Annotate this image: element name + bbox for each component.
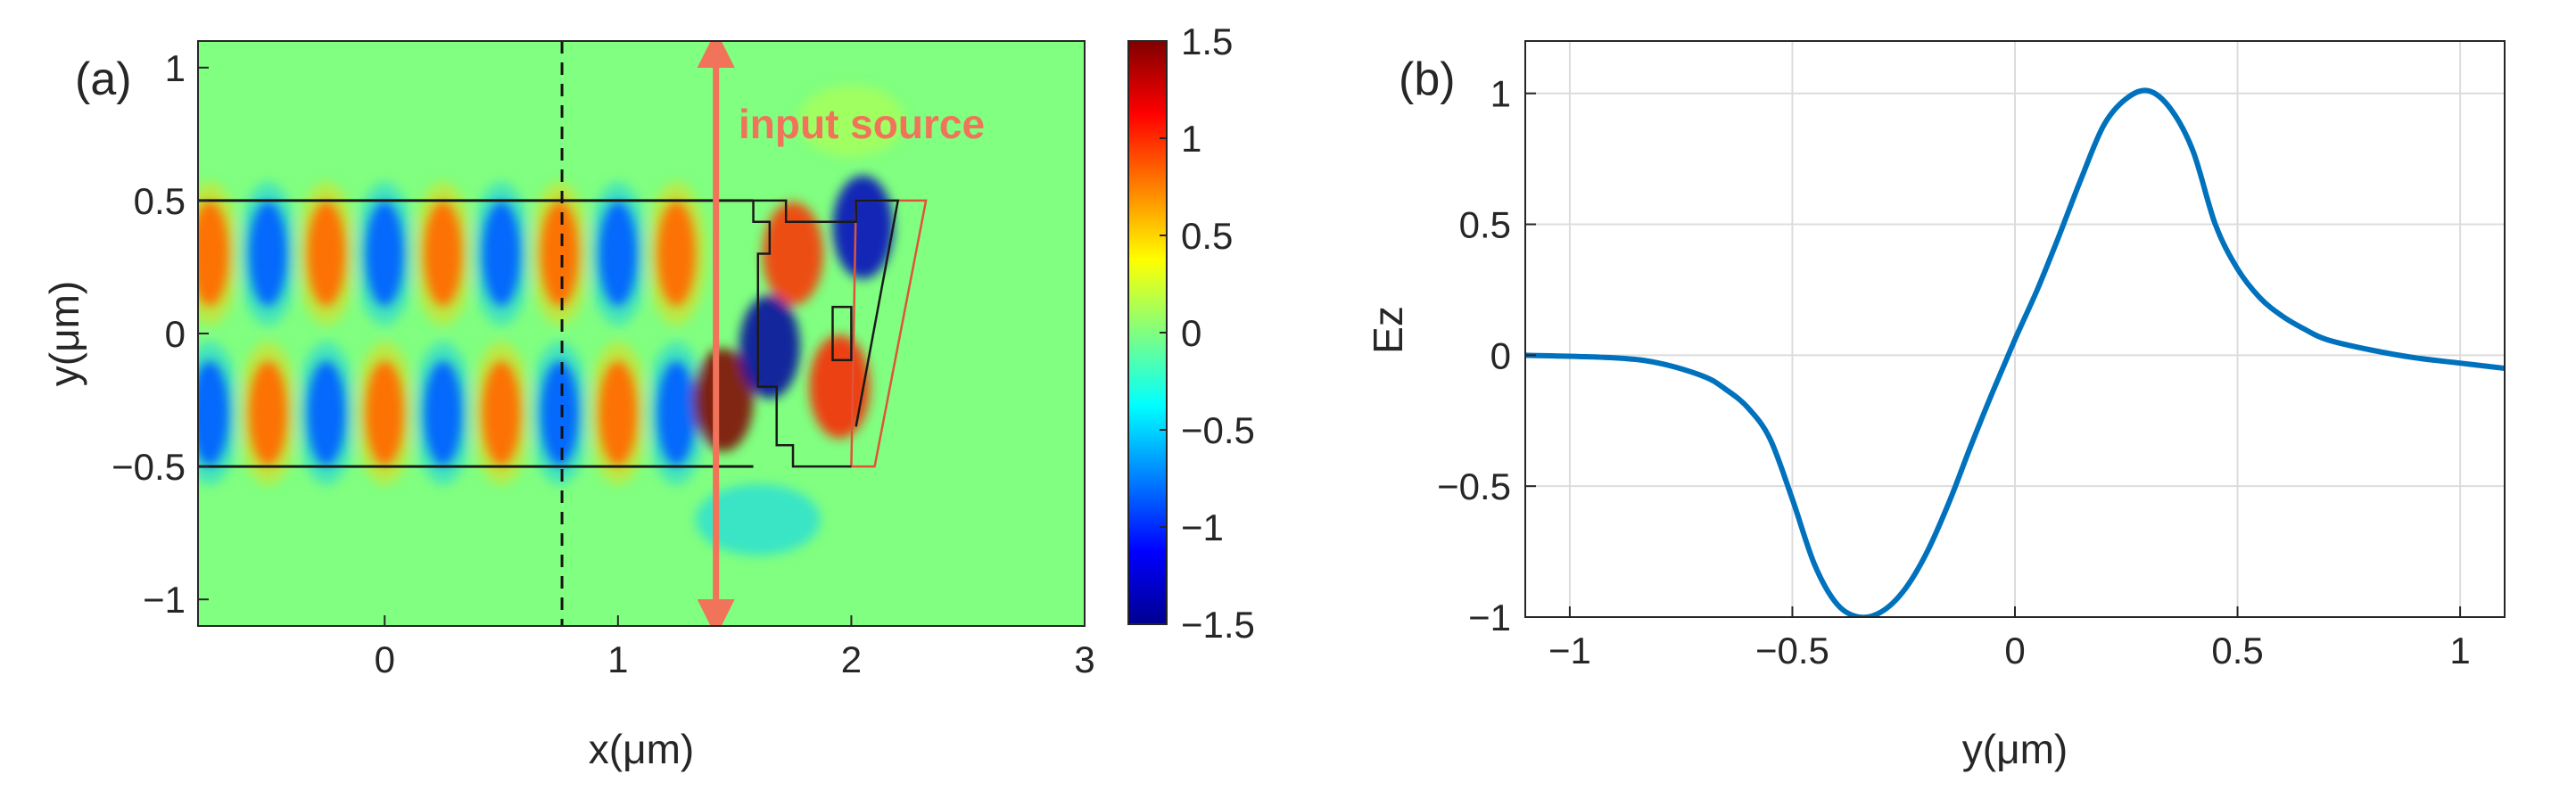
y-axis-label-b: Ez (1365, 306, 1411, 354)
heatmap-field (198, 85, 905, 556)
coupler-field-lobe (832, 175, 894, 279)
x-tick-label-b: 0 (2004, 630, 2025, 671)
waveguide-overlay (198, 41, 928, 626)
y-axis-label-a: y(μm) (41, 281, 87, 386)
x-tick-label-b: 0.5 (2211, 630, 2263, 671)
colorbar-tick-label: 0.5 (1181, 215, 1233, 257)
pixelated-coupler-outline (752, 200, 852, 468)
x-axis-label-b: y(μm) (1962, 726, 2068, 772)
x-tick-label-a: 0 (375, 638, 395, 680)
field-lobe-halo (646, 182, 707, 326)
source-label: input source (739, 101, 985, 147)
field-lobe-halo (354, 341, 416, 485)
coupler-pixel (831, 305, 853, 362)
x-tick-label-b: −1 (1548, 630, 1591, 671)
y-tick-label-b: 0.5 (1459, 204, 1511, 246)
x-tick-label-a: 1 (607, 638, 628, 680)
coupler-top-outline (753, 199, 900, 427)
field-lobe-halo (354, 182, 416, 326)
field-lobe-halo (587, 341, 648, 485)
field-lobe-halo (471, 341, 533, 485)
colorbar-tick-label: 0 (1181, 312, 1201, 354)
y-tick-label-a: 0.5 (134, 180, 186, 222)
field-lobe-halo (237, 182, 299, 326)
x-tick-label-b: 1 (2449, 630, 2470, 671)
colorbar: −1.5 −1 −0.5 0 0.5 1 1.5 (1127, 21, 1255, 646)
colorbar-ticks: −1.5 −1 −0.5 0 0.5 1 1.5 (1160, 21, 1255, 646)
heatmap-background (198, 41, 1085, 626)
panel-label-b: (b) (1399, 54, 1456, 105)
x-tick-label-a: 3 (1074, 638, 1094, 680)
field-lobe-halo (295, 341, 357, 485)
y-tick-label-b: 0 (1490, 334, 1511, 376)
field-lobe-halo (529, 341, 590, 485)
x-tick-label-a: 2 (841, 638, 862, 680)
colorbar-tick-label: −0.5 (1181, 409, 1255, 451)
coupler-outline (850, 199, 928, 468)
y-tick-label-a: −0.5 (111, 446, 186, 488)
colorbar-tick-label: 1 (1181, 118, 1201, 160)
field-lobe-halo (198, 341, 241, 485)
field-lobe-halo (412, 182, 474, 326)
panel-label-a: (a) (75, 54, 132, 105)
y-tick-label-a: −1 (143, 579, 186, 621)
panel-a-heatmap: 0 1 2 3 −1 −0.5 0 0.5 1 (a) x(μm) y(μm) input so… (41, 40, 1095, 772)
y-tick-label-a: 0 (165, 313, 186, 355)
y-tick-label-b: −0.5 (1437, 465, 1511, 507)
colorbar-tick-label: 1.5 (1181, 21, 1233, 62)
coupler-field-lobe (809, 334, 871, 439)
coupler-field-lobe (763, 202, 824, 306)
field-lobe-halo (295, 182, 357, 326)
colorbar-tick-label: −1.5 (1181, 604, 1255, 646)
scattered-field-lobe (797, 85, 905, 157)
field-lobe-halo (412, 341, 474, 485)
axes-b: −1 −0.5 0 0.5 1 −1 −0.5 0 0.5 1 (1437, 73, 2471, 671)
field-lobe-halo (198, 182, 241, 326)
x-axis-label-a: x(μm) (589, 726, 694, 772)
field-lobe-halo (529, 182, 590, 326)
ez-profile-line (1525, 87, 2505, 617)
y-tick-label-b: 1 (1490, 73, 1511, 115)
coupler-field-lobe (739, 294, 800, 399)
field-lobe-halo (471, 182, 533, 326)
field-lobe-halo (237, 341, 299, 485)
field-lobe-halo (587, 182, 648, 326)
colorbar-tick-label: −1 (1181, 507, 1224, 548)
panel-b-line-chart: −1 −0.5 0 0.5 1 −1 −0.5 0 0.5 1 (b) y(μm) Ez (1365, 40, 2506, 772)
axes-a: 0 1 2 3 −1 −0.5 0 0.5 1 (111, 47, 1095, 680)
y-tick-label-a: 1 (165, 47, 186, 89)
field-lobe-halo (646, 341, 707, 485)
x-tick-label-b: −0.5 (1755, 630, 1829, 671)
y-tick-label-b: −1 (1468, 597, 1511, 638)
